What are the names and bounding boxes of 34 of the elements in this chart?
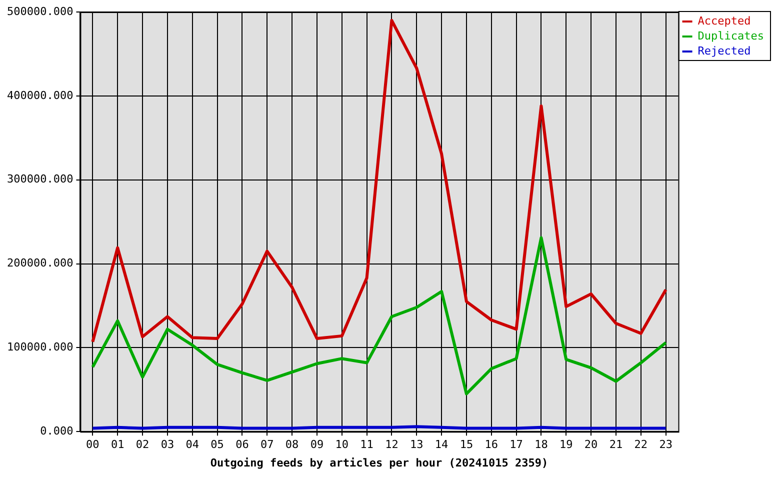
x-tick-label: 07 [260,438,274,452]
x-tick-label: 10 [335,438,348,452]
x-tick-label: 05 [210,438,224,452]
x-axis-title: Outgoing feeds by articles per hour (20241015 2359) [210,456,548,470]
x-tick-label: 01 [110,438,124,452]
legend-label: Accepted [698,14,751,28]
x-tick-label: 03 [160,438,174,452]
y-tick-label: 100000.000 [6,340,74,354]
x-tick-label: 16 [484,438,498,452]
y-tick-label: 400000.000 [6,88,74,102]
y-tick-label: 200000.000 [6,256,74,270]
x-tick-label: 19 [560,438,573,452]
x-tick-label: 06 [236,438,249,452]
legend-label: Duplicates [698,29,764,42]
x-tick-label: 18 [534,438,548,452]
x-tick-label: 20 [584,438,598,452]
x-tick-label: 23 [659,438,672,452]
y-tick-label: 500000.000 [6,4,74,18]
x-tick-label: 02 [136,438,150,452]
x-tick-label: 22 [634,438,648,452]
x-tick-label: 08 [285,438,299,452]
x-tick-label: 00 [86,438,100,452]
x-tick-label: 21 [609,438,623,452]
x-tick-label: 13 [410,438,424,452]
x-tick-label: 14 [434,438,449,452]
x-tick-label: 17 [510,438,523,452]
legend-label: Rejected [698,44,751,58]
x-tick-label: 15 [460,438,474,452]
x-tick-label: 12 [385,438,398,452]
y-tick-label: 0.000 [40,424,74,438]
x-tick-label: 09 [310,438,324,452]
x-tick-label: 04 [186,438,200,452]
y-tick-label: 300000.000 [6,172,74,186]
x-tick-label: 11 [360,438,374,452]
